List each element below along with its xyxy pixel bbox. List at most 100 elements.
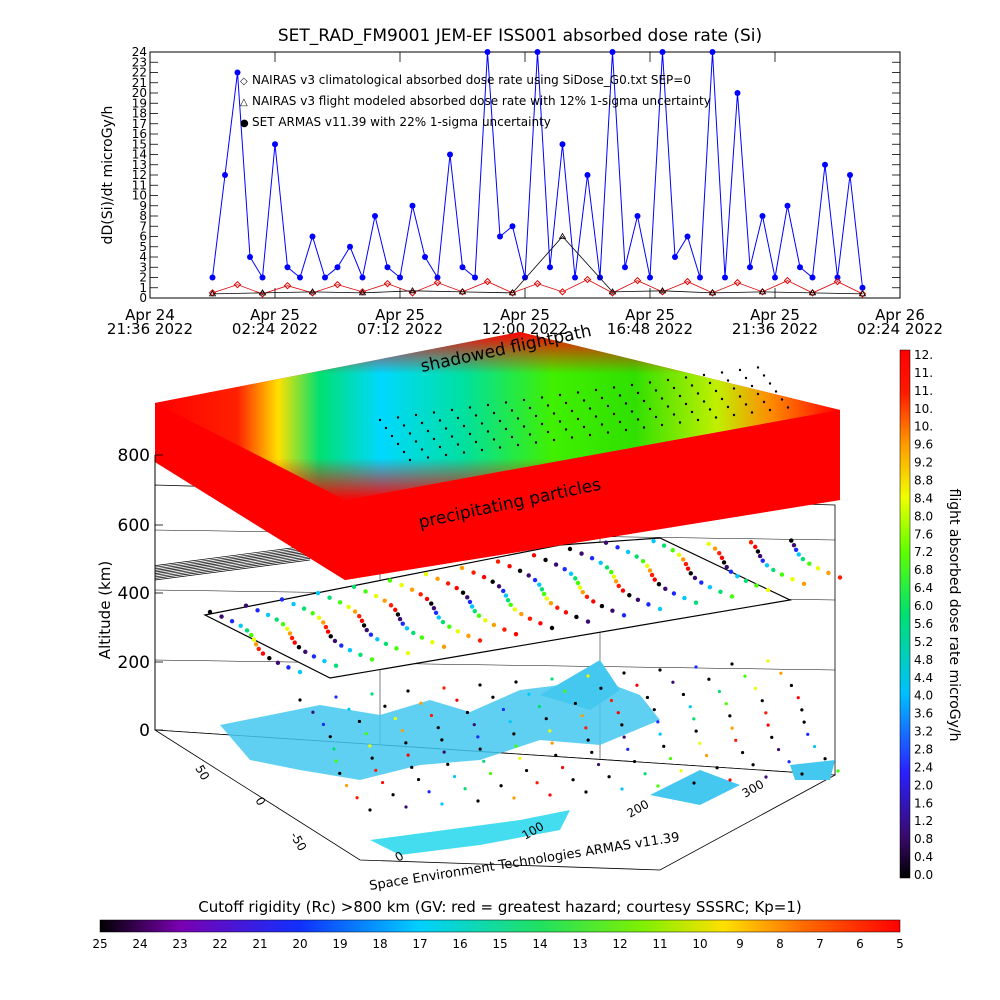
x-tick-label-time: 21:36 2022 bbox=[732, 320, 818, 338]
sheet-dot bbox=[618, 394, 622, 397]
sheet-dot bbox=[570, 409, 574, 413]
sheet-dot bbox=[630, 410, 634, 413]
orbit-dot bbox=[363, 589, 368, 594]
sheet-dot bbox=[636, 391, 640, 395]
sheet-dot bbox=[582, 399, 586, 402]
armas-point bbox=[234, 69, 241, 76]
sheet-dot bbox=[714, 416, 718, 419]
ground-track-dot bbox=[355, 796, 359, 800]
right-colorbar bbox=[899, 349, 911, 879]
nairas-climatological-point bbox=[708, 289, 717, 297]
orbit-dot bbox=[292, 640, 297, 645]
armas-point bbox=[384, 264, 391, 271]
ground-track-dot bbox=[419, 701, 423, 705]
ground-track-dot bbox=[688, 705, 692, 709]
ground-track-dot bbox=[662, 744, 666, 748]
right-colorbar-tick-label: 4.0 bbox=[914, 689, 933, 703]
orbit-dot bbox=[801, 581, 807, 586]
legend-symbol: ◇ bbox=[240, 76, 248, 87]
z-tick-label: 600 bbox=[118, 516, 150, 536]
ground-track-dot bbox=[328, 735, 332, 739]
sheet-dot bbox=[510, 435, 514, 439]
orbit-dot bbox=[676, 552, 682, 558]
sheet-dot bbox=[726, 379, 730, 382]
ground-track-dot bbox=[416, 777, 421, 782]
timeseries-plot-frame bbox=[149, 51, 901, 299]
orbit-dot bbox=[333, 663, 339, 668]
sheet-dot bbox=[762, 374, 766, 377]
armas-point bbox=[297, 274, 303, 281]
nairas-climatological-point bbox=[233, 280, 242, 289]
sheet-dot bbox=[510, 409, 514, 412]
ground-track-dot bbox=[836, 769, 840, 773]
ground-track-dot bbox=[429, 713, 434, 718]
ground-track-dot bbox=[393, 716, 398, 721]
nairas-flight-point bbox=[558, 232, 567, 239]
orbit-dot bbox=[591, 599, 596, 604]
orbit-dot bbox=[238, 623, 243, 629]
ground-track-dot bbox=[715, 766, 719, 770]
armas-point bbox=[447, 151, 453, 158]
ground-track-dot bbox=[802, 720, 806, 724]
x-tick-label-time: 02:24 2022 bbox=[232, 320, 318, 338]
right-colorbar-tick-label: 3.6 bbox=[914, 707, 933, 721]
x-tick-label-time: 21:36 2022 bbox=[107, 320, 193, 338]
ground-track-dot bbox=[383, 704, 387, 708]
cutoff-rigidity-sheet bbox=[155, 332, 840, 580]
armas-point bbox=[834, 274, 841, 281]
sheet-dot bbox=[744, 403, 748, 406]
orbit-dot bbox=[316, 615, 322, 621]
nairas-climatological-point bbox=[458, 288, 467, 296]
ground-track-dot bbox=[410, 765, 414, 769]
z-tick-label: 0 bbox=[139, 721, 150, 741]
ground-track-dot bbox=[518, 756, 522, 760]
orbit-dot bbox=[567, 546, 573, 552]
bottom-colorbar-tick-label: 15 bbox=[492, 937, 507, 951]
orbit-track-surface bbox=[203, 537, 792, 679]
orbit-dot bbox=[424, 596, 430, 602]
orbit-dot bbox=[574, 614, 579, 620]
ground-track-dot bbox=[404, 805, 408, 809]
ground-track-dot bbox=[656, 720, 660, 724]
orbit-dot bbox=[640, 558, 646, 564]
sheet-dot bbox=[678, 421, 682, 424]
orbit-dot bbox=[361, 623, 367, 628]
orbit-dot bbox=[430, 639, 435, 645]
orbit-dot bbox=[826, 570, 831, 576]
orbit-dot bbox=[346, 604, 351, 610]
sheet-dot bbox=[672, 413, 676, 416]
timeseries-legend: ◇ NAIRAS v3 climatological absorbed dose … bbox=[240, 73, 711, 129]
orbit-dot bbox=[729, 594, 735, 599]
sheet-dot bbox=[528, 406, 532, 410]
sheet-dot bbox=[660, 423, 664, 427]
nairas-climatological-point bbox=[283, 281, 292, 290]
ground-track-dot bbox=[311, 710, 315, 714]
ground-track-dot bbox=[334, 759, 338, 763]
bottom-colorbar-tick-label: 23 bbox=[172, 937, 187, 951]
armas-point bbox=[484, 49, 491, 55]
sheet-dot bbox=[408, 432, 412, 435]
ground-track-dot bbox=[734, 738, 738, 742]
ground-track-dot bbox=[465, 710, 470, 715]
chart-title: SET_RAD_FM9001 JEM-EF ISS001 absorbed do… bbox=[278, 26, 762, 46]
armas-point bbox=[372, 213, 378, 219]
nairas-flight-point bbox=[208, 290, 217, 297]
orbit-dot bbox=[717, 550, 722, 556]
right-colorbar-tick-label: 8.8 bbox=[914, 474, 933, 488]
sheet-dot bbox=[594, 388, 598, 392]
orbit-dot bbox=[671, 591, 677, 596]
sheet-dot bbox=[402, 450, 406, 454]
orbit-dot bbox=[621, 613, 627, 618]
ground-track-dot bbox=[446, 762, 450, 766]
shadowed-track-lines bbox=[154, 545, 311, 581]
orbit-dot bbox=[609, 569, 614, 575]
sheet-dot bbox=[498, 419, 502, 423]
sheet-dot bbox=[546, 404, 550, 407]
ground-track-dot bbox=[707, 677, 711, 681]
ground-track-dot bbox=[512, 732, 516, 736]
orbit-dot bbox=[735, 574, 740, 579]
orbit-dot bbox=[411, 630, 416, 636]
orbit-dot bbox=[291, 601, 296, 607]
armas-point bbox=[622, 264, 628, 271]
orbit-dot bbox=[419, 635, 425, 640]
